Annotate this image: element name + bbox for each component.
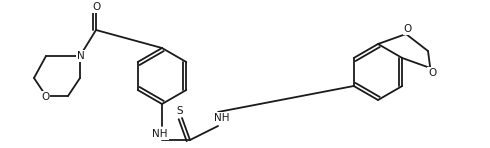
Text: N: N (77, 51, 85, 61)
Text: S: S (177, 106, 183, 116)
Text: O: O (92, 2, 100, 12)
Text: NH: NH (152, 129, 168, 139)
Text: O: O (41, 92, 49, 102)
Text: O: O (428, 68, 437, 78)
Text: NH: NH (214, 113, 230, 123)
Text: O: O (404, 24, 412, 34)
